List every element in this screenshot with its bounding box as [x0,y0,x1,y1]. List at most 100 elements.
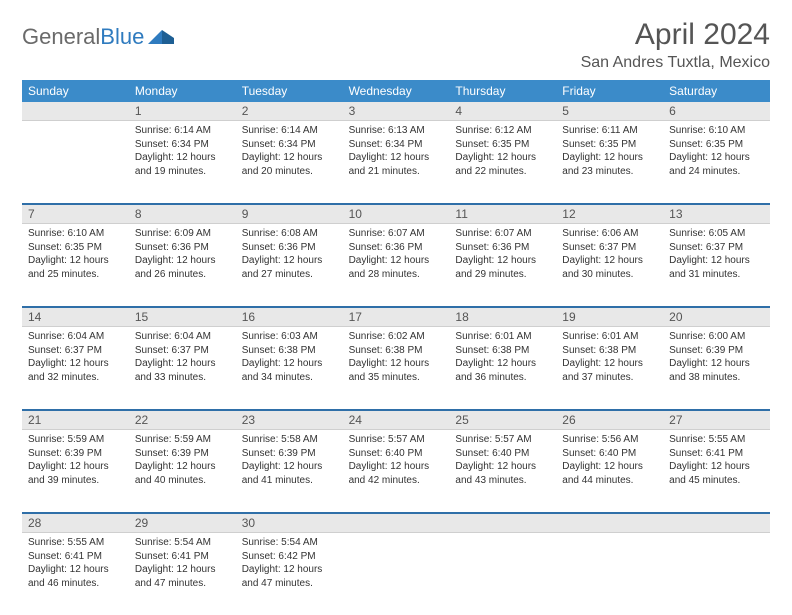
day-number [22,102,129,120]
daylight-text: Daylight: 12 hours and 39 minutes. [28,460,122,487]
day-number: 3 [343,102,450,120]
day-cell: Sunrise: 6:10 AMSunset: 6:35 PMDaylight:… [663,121,770,203]
day-body: Sunrise: 6:02 AMSunset: 6:38 PMDaylight:… [343,327,449,390]
sunset-text: Sunset: 6:38 PM [349,344,443,358]
sunset-text: Sunset: 6:40 PM [349,447,443,461]
day-cell: Sunrise: 6:14 AMSunset: 6:34 PMDaylight:… [129,121,236,203]
day-body: Sunrise: 6:09 AMSunset: 6:36 PMDaylight:… [129,224,235,287]
sunset-text: Sunset: 6:37 PM [669,241,763,255]
day-number: 17 [343,308,450,326]
day-number: 22 [129,411,236,429]
daylight-text: Daylight: 12 hours and 32 minutes. [28,357,122,384]
day-body: Sunrise: 6:06 AMSunset: 6:37 PMDaylight:… [556,224,662,287]
day-number: 12 [556,205,663,223]
day-cell: Sunrise: 5:56 AMSunset: 6:40 PMDaylight:… [556,430,663,512]
daylight-text: Daylight: 12 hours and 25 minutes. [28,254,122,281]
daylight-text: Daylight: 12 hours and 35 minutes. [349,357,443,384]
day-number: 19 [556,308,663,326]
daylight-text: Daylight: 12 hours and 22 minutes. [455,151,549,178]
daylight-text: Daylight: 12 hours and 41 minutes. [242,460,336,487]
sunrise-text: Sunrise: 6:03 AM [242,330,336,344]
day-body: Sunrise: 6:10 AMSunset: 6:35 PMDaylight:… [22,224,128,287]
daynum-row: 123456 [22,102,770,121]
daylight-text: Daylight: 12 hours and 34 minutes. [242,357,336,384]
sunset-text: Sunset: 6:34 PM [349,138,443,152]
header: GeneralBlue April 2024 San Andres Tuxtla… [22,18,770,72]
sunset-text: Sunset: 6:38 PM [455,344,549,358]
day-cell [663,533,770,615]
day-cell: Sunrise: 5:55 AMSunset: 6:41 PMDaylight:… [663,430,770,512]
day-body: Sunrise: 5:59 AMSunset: 6:39 PMDaylight:… [129,430,235,493]
logo: GeneralBlue [22,24,174,50]
day-cell: Sunrise: 6:10 AMSunset: 6:35 PMDaylight:… [22,224,129,306]
daylight-text: Daylight: 12 hours and 20 minutes. [242,151,336,178]
daylight-text: Daylight: 12 hours and 46 minutes. [28,563,122,590]
day-number [343,514,450,532]
day-header-cell: Thursday [449,80,556,102]
sunrise-text: Sunrise: 6:00 AM [669,330,763,344]
sunrise-text: Sunrise: 5:59 AM [135,433,229,447]
day-body: Sunrise: 6:03 AMSunset: 6:38 PMDaylight:… [236,327,342,390]
day-number: 20 [663,308,770,326]
day-cell: Sunrise: 6:07 AMSunset: 6:36 PMDaylight:… [343,224,450,306]
day-number: 4 [449,102,556,120]
daylight-text: Daylight: 12 hours and 26 minutes. [135,254,229,281]
sunrise-text: Sunrise: 5:58 AM [242,433,336,447]
sunrise-text: Sunrise: 6:14 AM [135,124,229,138]
sunrise-text: Sunrise: 6:02 AM [349,330,443,344]
day-body: Sunrise: 6:04 AMSunset: 6:37 PMDaylight:… [129,327,235,390]
sunset-text: Sunset: 6:36 PM [349,241,443,255]
daylight-text: Daylight: 12 hours and 45 minutes. [669,460,763,487]
daynum-row: 78910111213 [22,205,770,224]
day-number: 25 [449,411,556,429]
sunset-text: Sunset: 6:39 PM [28,447,122,461]
day-cell: Sunrise: 5:54 AMSunset: 6:41 PMDaylight:… [129,533,236,615]
day-header-cell: Sunday [22,80,129,102]
daylight-text: Daylight: 12 hours and 29 minutes. [455,254,549,281]
daynum-row: 14151617181920 [22,308,770,327]
day-number: 30 [236,514,343,532]
day-cell: Sunrise: 6:14 AMSunset: 6:34 PMDaylight:… [236,121,343,203]
day-cell: Sunrise: 6:04 AMSunset: 6:37 PMDaylight:… [22,327,129,409]
day-number [449,514,556,532]
day-body: Sunrise: 6:10 AMSunset: 6:35 PMDaylight:… [663,121,769,184]
day-number: 9 [236,205,343,223]
sunrise-text: Sunrise: 5:55 AM [669,433,763,447]
day-number [663,514,770,532]
daynum-row: 282930 [22,514,770,533]
daylight-text: Daylight: 12 hours and 36 minutes. [455,357,549,384]
day-number: 11 [449,205,556,223]
daylight-text: Daylight: 12 hours and 30 minutes. [562,254,656,281]
day-cell: Sunrise: 6:01 AMSunset: 6:38 PMDaylight:… [556,327,663,409]
day-cell: Sunrise: 6:11 AMSunset: 6:35 PMDaylight:… [556,121,663,203]
day-body: Sunrise: 6:07 AMSunset: 6:36 PMDaylight:… [343,224,449,287]
day-body: Sunrise: 5:57 AMSunset: 6:40 PMDaylight:… [449,430,555,493]
day-cell [22,121,129,203]
daylight-text: Daylight: 12 hours and 31 minutes. [669,254,763,281]
day-body: Sunrise: 6:04 AMSunset: 6:37 PMDaylight:… [22,327,128,390]
day-cell: Sunrise: 6:13 AMSunset: 6:34 PMDaylight:… [343,121,450,203]
day-number: 21 [22,411,129,429]
day-header-cell: Wednesday [343,80,450,102]
daylight-text: Daylight: 12 hours and 21 minutes. [349,151,443,178]
logo-mark-icon [148,24,174,50]
daylight-text: Daylight: 12 hours and 23 minutes. [562,151,656,178]
sunset-text: Sunset: 6:34 PM [242,138,336,152]
sunrise-text: Sunrise: 6:14 AM [242,124,336,138]
day-body: Sunrise: 6:11 AMSunset: 6:35 PMDaylight:… [556,121,662,184]
sunrise-text: Sunrise: 6:10 AM [28,227,122,241]
day-number: 29 [129,514,236,532]
day-cell: Sunrise: 5:55 AMSunset: 6:41 PMDaylight:… [22,533,129,615]
day-cell: Sunrise: 6:08 AMSunset: 6:36 PMDaylight:… [236,224,343,306]
sunset-text: Sunset: 6:35 PM [28,241,122,255]
daynum-row: 21222324252627 [22,411,770,430]
sunrise-text: Sunrise: 6:04 AM [135,330,229,344]
calendar: SundayMondayTuesdayWednesdayThursdayFrid… [22,80,770,615]
day-cell: Sunrise: 5:57 AMSunset: 6:40 PMDaylight:… [343,430,450,512]
sunrise-text: Sunrise: 6:13 AM [349,124,443,138]
sunset-text: Sunset: 6:40 PM [562,447,656,461]
daylight-text: Daylight: 12 hours and 24 minutes. [669,151,763,178]
day-body: Sunrise: 5:58 AMSunset: 6:39 PMDaylight:… [236,430,342,493]
sunset-text: Sunset: 6:41 PM [669,447,763,461]
day-number: 26 [556,411,663,429]
